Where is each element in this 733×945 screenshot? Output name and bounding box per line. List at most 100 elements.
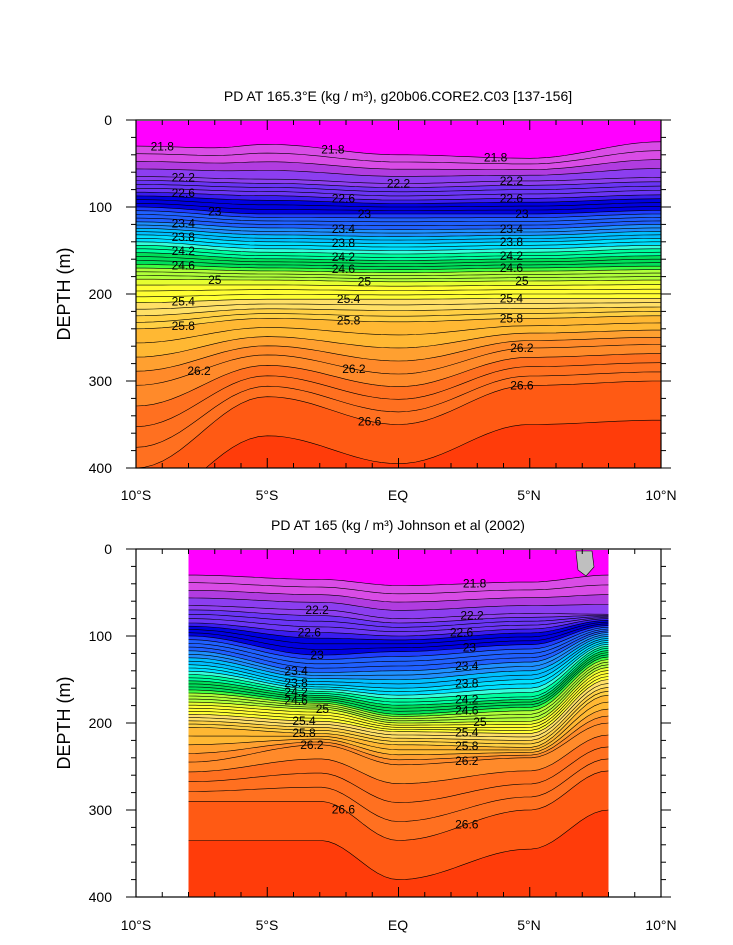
isopycnal-line	[136, 150, 661, 165]
contour-label: 25.4	[500, 291, 524, 305]
contour-label: 24.6	[332, 262, 356, 276]
isopycnal-line	[136, 224, 661, 234]
contour-label: 23.4	[172, 217, 196, 231]
panel-1-ytick-label: 0	[104, 112, 112, 128]
isopycnal-line	[136, 306, 661, 317]
isopycnal-line	[136, 322, 661, 344]
isopycnal-line	[188, 609, 609, 624]
isopycnal-line	[136, 199, 661, 208]
panel-2-xtick-label: EQ	[388, 917, 408, 933]
contour-label: 21.8	[321, 143, 345, 157]
isopycnal-line	[188, 605, 609, 619]
isopycnal-line	[136, 256, 661, 264]
isopycnal-line	[188, 638, 609, 685]
contour-label: 23	[463, 641, 477, 655]
isopycnal-line	[136, 288, 661, 292]
isopycnal-line	[188, 656, 609, 715]
contour-label: 22.6	[332, 191, 356, 205]
contour-label: 24.2	[332, 250, 356, 264]
contour-label: 23	[515, 207, 529, 221]
isopycnal-line	[188, 614, 609, 628]
isopycnal-line	[136, 302, 661, 310]
panel-1-ytick-label: 100	[89, 199, 113, 215]
contour-label: 25.8	[500, 312, 524, 326]
density-band	[136, 420, 661, 468]
contour-label: 25.4	[172, 295, 196, 309]
isopycnal-line	[136, 337, 661, 372]
panel-1-title: PD AT 165.3°E (kg / m³), g20b06.CORE2.C0…	[224, 88, 572, 104]
contour-label: 25	[358, 275, 372, 289]
isopycnal-line	[188, 734, 609, 785]
contour-label: 23.4	[500, 222, 524, 236]
contour-label: 26.6	[332, 802, 356, 816]
isopycnal-line	[188, 634, 609, 676]
isopycnal-line	[188, 715, 609, 761]
contour-label: 23.4	[284, 664, 308, 678]
isopycnal-line	[188, 645, 609, 699]
isopycnal-line	[136, 238, 661, 248]
isopycnal-line	[188, 670, 609, 726]
panel-1-contour-lines	[136, 141, 661, 468]
isopycnal-line	[136, 284, 661, 287]
isopycnal-line	[136, 362, 661, 427]
contour-label: 24.6	[500, 261, 524, 275]
panel-2-ytick-label: 300	[89, 802, 113, 818]
contour-label: 22.2	[500, 174, 524, 188]
isopycnal-line	[188, 679, 609, 734]
contour-label: 25.4	[292, 714, 316, 728]
contour-label: 26.6	[455, 817, 479, 831]
contour-label: 21.8	[463, 576, 487, 590]
isopycnal-line	[188, 683, 609, 738]
isopycnal-line	[188, 582, 609, 595]
panel-2-title: PD AT 165 (kg / m³) Johnson et al (2002)	[271, 517, 525, 533]
isopycnal-line	[136, 206, 661, 215]
contour-label: 23.4	[332, 222, 356, 236]
isopycnal-line	[136, 353, 661, 407]
isopycnal-line	[136, 195, 661, 204]
panel-2-xtick-label: 10°N	[645, 917, 676, 933]
isopycnal-line	[188, 770, 609, 841]
isopycnal-line	[188, 654, 609, 712]
contour-label: 24.2	[455, 692, 479, 706]
isopycnal-line	[188, 687, 609, 741]
panel-2-xtick-label: 10°S	[121, 917, 152, 933]
panel-1-xtick-label: 10°N	[645, 487, 676, 503]
isopycnal-line	[136, 221, 661, 230]
contour-label: 25.4	[455, 726, 479, 740]
isopycnal-line	[188, 652, 609, 709]
contour-label: 22.6	[172, 186, 196, 200]
panel-2-y-axis-label: DEPTH (m)	[54, 677, 74, 770]
isopycnal-line	[188, 623, 609, 650]
panel-2-filled-contours	[188, 550, 609, 897]
contour-label: 23.8	[284, 676, 308, 690]
isopycnal-line	[188, 642, 609, 693]
contour-label: 21.8	[484, 151, 508, 165]
panel-1: PD AT 165.3°E (kg / m³), g20b06.CORE2.C0…	[54, 88, 677, 503]
isopycnal-line	[188, 809, 609, 880]
isopycnal-line	[136, 210, 661, 219]
panel-2-ytick-label: 200	[89, 715, 113, 731]
isopycnal-line	[188, 630, 609, 669]
isopycnal-line	[136, 264, 661, 270]
contour-label: 26.2	[187, 364, 211, 378]
isopycnal-line	[136, 298, 661, 303]
contour-label: 22.2	[387, 177, 411, 191]
contour-label: 25	[473, 715, 487, 729]
contour-label: 21.8	[151, 140, 175, 154]
isopycnal-line	[188, 628, 609, 665]
panel-2-ytick-label: 100	[89, 628, 113, 644]
isopycnal-line	[136, 234, 661, 244]
contour-label: 22.2	[460, 609, 484, 623]
isopycnal-line	[188, 640, 609, 689]
isopycnal-line	[136, 252, 661, 261]
isopycnal-line	[188, 644, 609, 696]
isopycnal-line	[188, 673, 609, 728]
isopycnal-line	[188, 758, 609, 822]
contour-label: 25.4	[337, 292, 361, 306]
panel-1-ytick-label: 200	[89, 286, 113, 302]
contour-label: 22.2	[305, 603, 329, 617]
contour-label: 25	[208, 273, 222, 287]
contour-label: 22.2	[172, 170, 196, 184]
